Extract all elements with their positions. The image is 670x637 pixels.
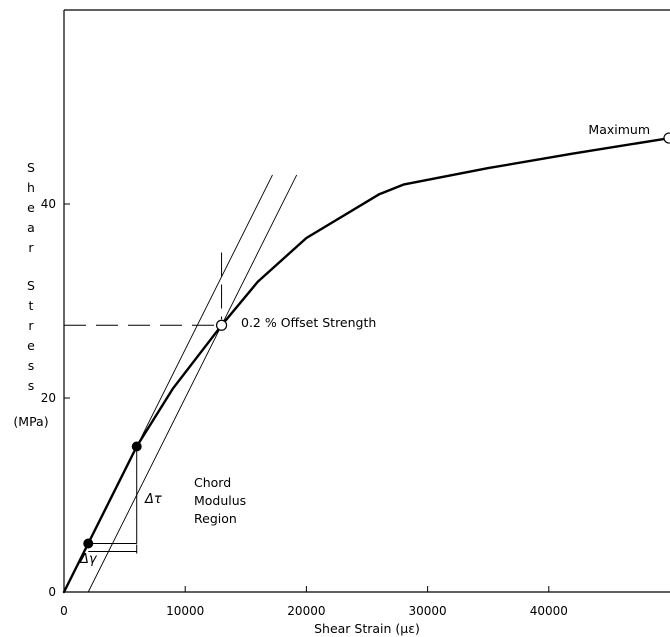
region-label-line-1: Chord — [194, 475, 231, 490]
x-tick-label: 0 — [60, 604, 68, 618]
y-label-letter: s — [28, 358, 35, 373]
y-tick-label: 40 — [41, 197, 56, 211]
annotations — [64, 132, 670, 554]
y-label-letter: S — [27, 160, 35, 175]
y-label-letter: t — [29, 298, 34, 313]
plot-lines — [62, 136, 670, 594]
stress-strain-curve — [62, 136, 670, 594]
y-label-letter: s — [28, 378, 35, 393]
y-label-letter: e — [27, 338, 35, 353]
offset-strength-label: 0.2 % Offset Strength — [241, 315, 376, 330]
y-label-letter: h — [27, 180, 35, 195]
region-label-line-3: Region — [194, 511, 237, 526]
x-axis-ticks: 0 10000 20000 30000 40000 — [60, 586, 568, 618]
plot-frame — [63, 9, 670, 593]
x-tick-label: 30000 — [409, 604, 447, 618]
y-axis-ticks: 0 20 40 — [41, 197, 70, 599]
delta-gamma-label: Δγ — [79, 552, 98, 567]
offset-line — [87, 174, 298, 593]
maximum-label: Maximum — [588, 122, 650, 137]
delta-tau-label: Δτ — [144, 492, 162, 507]
y-label-letter: S — [27, 278, 35, 293]
y-tick-label: 20 — [41, 391, 56, 405]
y-label-letter: r — [28, 318, 34, 333]
x-tick-label: 20000 — [287, 604, 325, 618]
maximum-marker — [663, 132, 670, 144]
offset-strength-marker — [215, 319, 228, 331]
y-label-letter: a — [27, 220, 35, 235]
x-axis-label: Shear Strain (με) — [314, 621, 420, 636]
y-label-letter: e — [27, 200, 35, 215]
x-tick-label: 10000 — [166, 604, 204, 618]
y-axis-unit: (MPa) — [13, 414, 48, 429]
region-label-line-2: Modulus — [194, 493, 246, 508]
y-tick-label: 0 — [48, 585, 56, 599]
y-label-letter: r — [28, 240, 34, 255]
x-tick-label: 40000 — [530, 604, 568, 618]
